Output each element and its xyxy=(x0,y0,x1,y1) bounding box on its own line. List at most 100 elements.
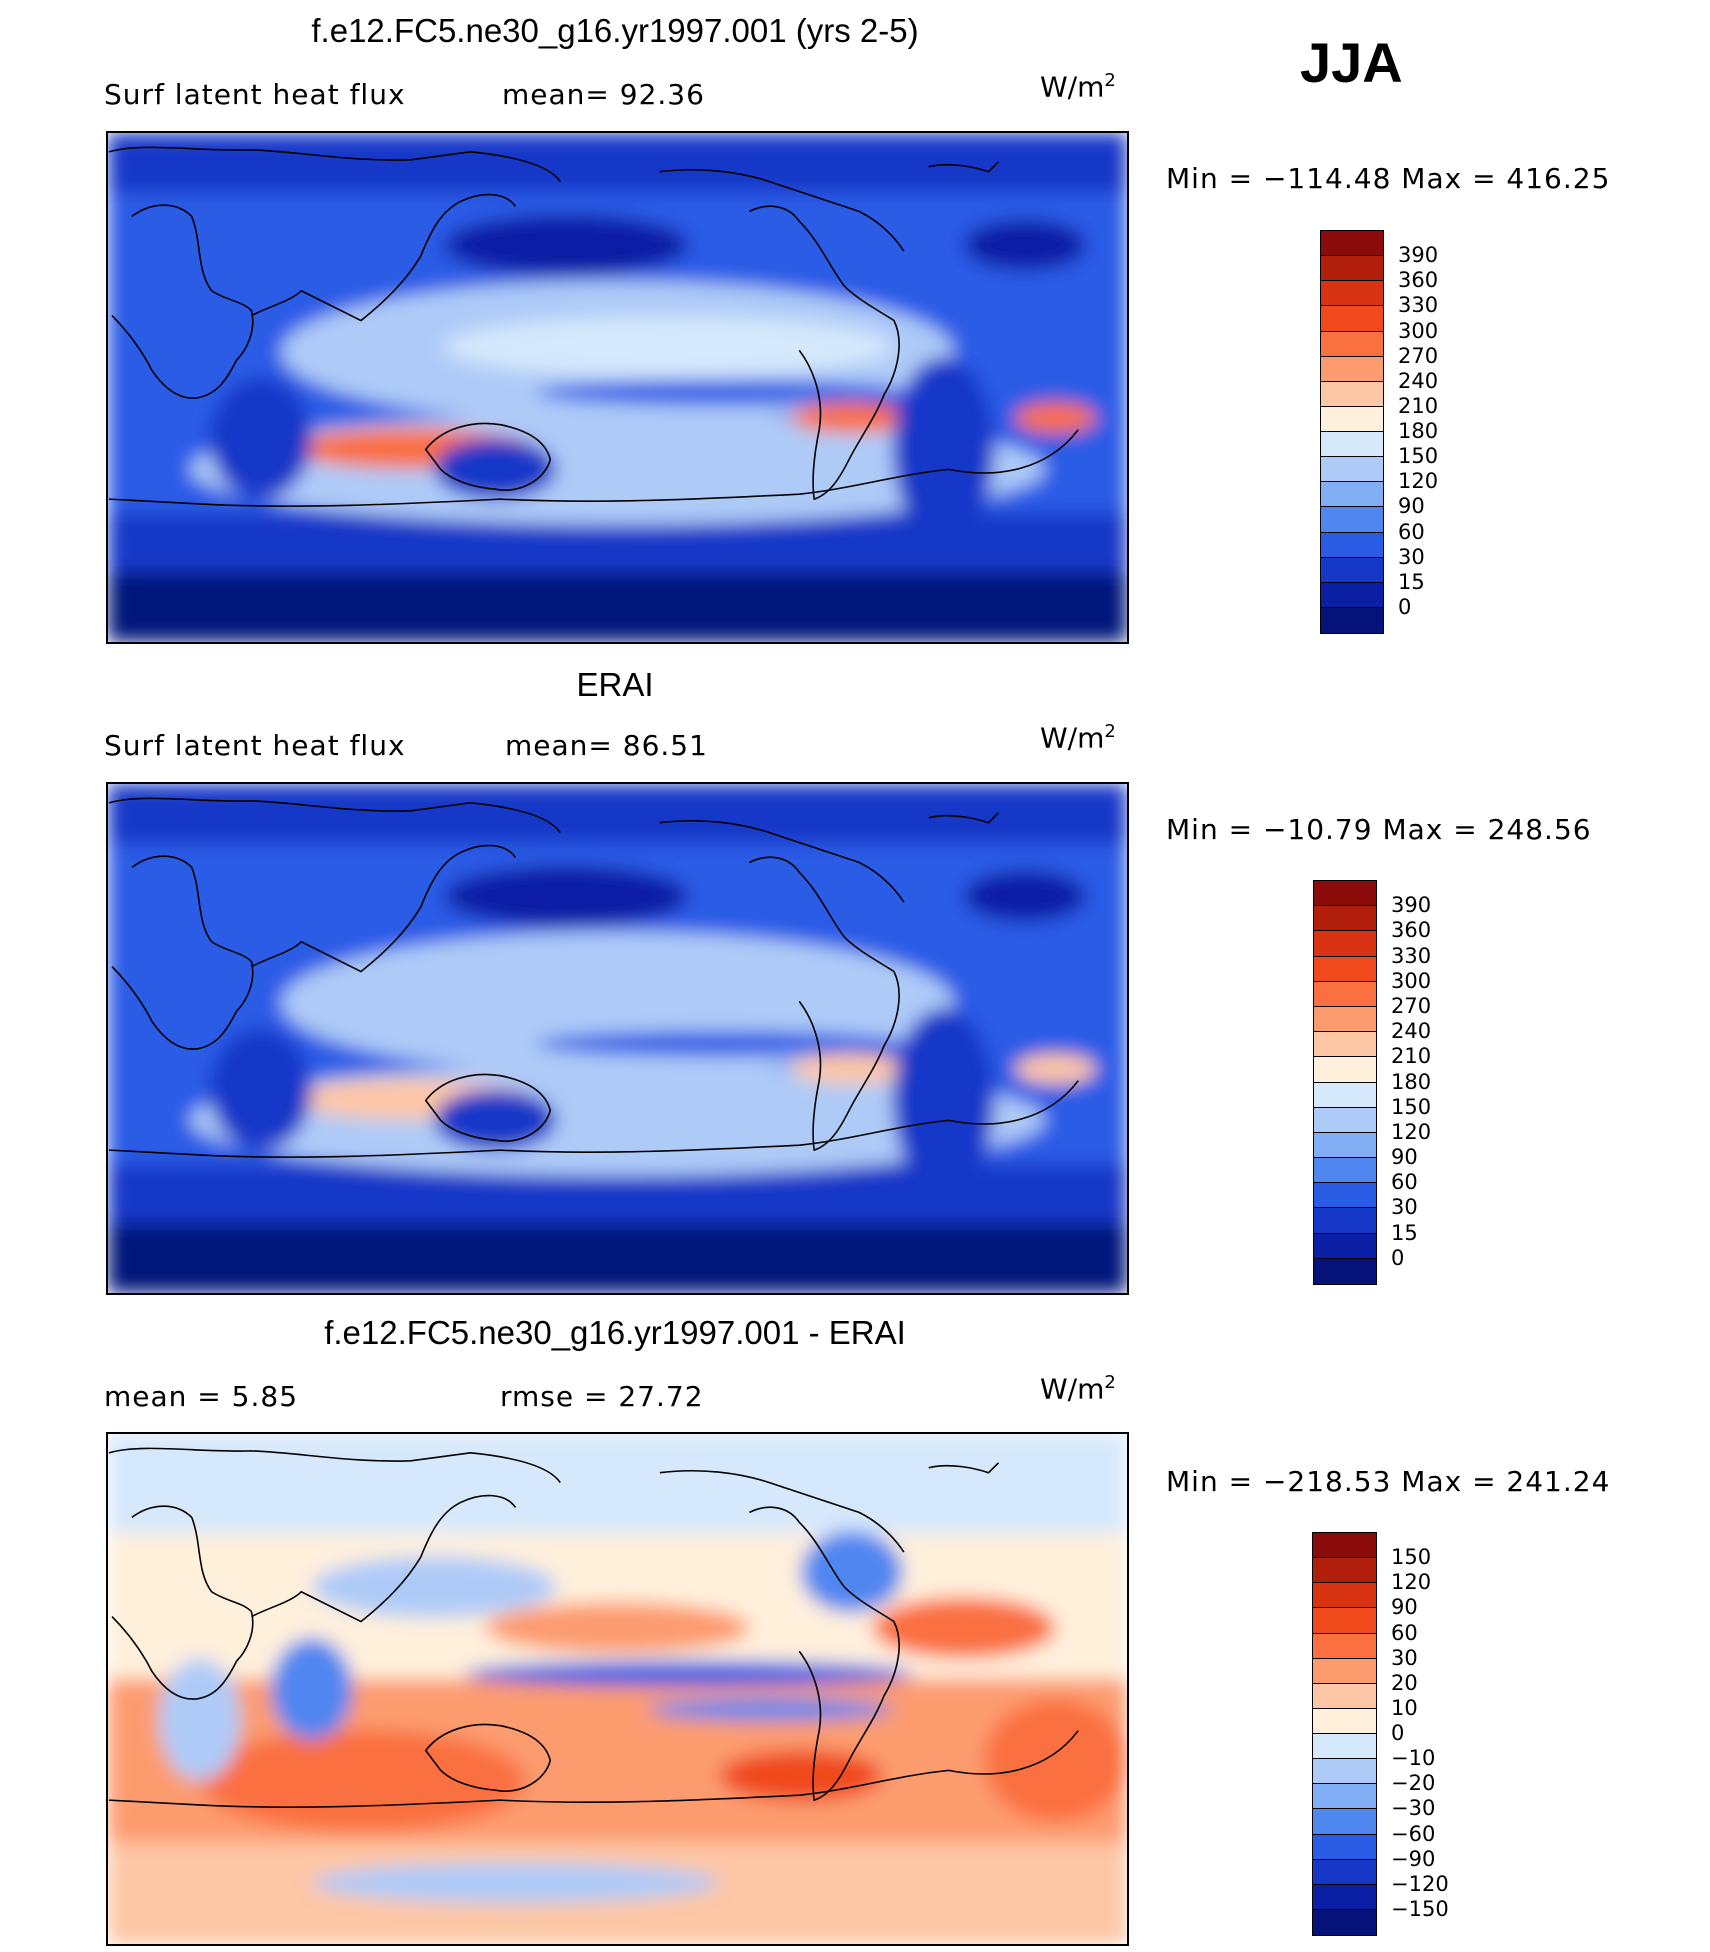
colorbar-tick-label: 240 xyxy=(1398,368,1439,393)
colorbar-swatch xyxy=(1314,1057,1376,1083)
colorbar-tick-label: 270 xyxy=(1391,993,1432,1018)
colorbar-swatch xyxy=(1321,356,1383,382)
colorbar-tick-label: 150 xyxy=(1398,444,1439,469)
panel-2-title: ERAI xyxy=(576,666,654,703)
colorbar-tick-label: 390 xyxy=(1398,243,1439,268)
colorbar-swatch xyxy=(1321,281,1383,307)
panel-1-units: W/m2 xyxy=(1040,70,1116,104)
panel-1-map xyxy=(106,131,1129,644)
colorbar-swatch xyxy=(1313,1633,1376,1659)
colorbar-tick-label: 210 xyxy=(1391,1044,1432,1069)
panel-3-units: W/m2 xyxy=(1040,1372,1116,1406)
panel-2-map xyxy=(106,782,1129,1295)
colorbar-swatch xyxy=(1313,1809,1376,1835)
colorbar-tick-label: 210 xyxy=(1398,393,1439,418)
panel-2-units: W/m2 xyxy=(1040,721,1116,755)
panel-1-colorbar xyxy=(1320,230,1384,634)
colorbar-swatch xyxy=(1313,1759,1376,1785)
colorbar-swatch xyxy=(1313,1558,1376,1584)
colorbar-swatch xyxy=(1314,1082,1376,1108)
colorbar-tick-label: 30 xyxy=(1391,1195,1418,1220)
colorbar-tick-label: −120 xyxy=(1391,1871,1449,1896)
colorbar-tick-label: 60 xyxy=(1391,1620,1418,1645)
colorbar-tick-label: 90 xyxy=(1391,1145,1418,1170)
colorbar-tick-label: 15 xyxy=(1391,1220,1418,1245)
colorbar-tick-label: 360 xyxy=(1398,268,1439,293)
colorbar-swatch xyxy=(1314,1006,1376,1033)
colorbar-swatch xyxy=(1313,1658,1376,1684)
colorbar-swatch xyxy=(1313,1784,1376,1810)
colorbar-tick-label: 240 xyxy=(1391,1019,1432,1044)
panel-1-mean-label: mean= 92.36 xyxy=(502,78,705,111)
panel-2-colorbar xyxy=(1313,880,1377,1285)
panel-2-variable-label: Surf latent heat flux xyxy=(104,729,406,762)
colorbar-tick-label: −90 xyxy=(1391,1846,1436,1871)
colorbar-swatch xyxy=(1314,1158,1376,1184)
colorbar-swatch xyxy=(1321,381,1383,407)
colorbar-swatch xyxy=(1321,256,1383,282)
colorbar-tick-label: −20 xyxy=(1391,1771,1436,1796)
colorbar-swatch xyxy=(1313,1884,1376,1910)
colorbar-swatch xyxy=(1321,331,1383,357)
colorbar-swatch xyxy=(1314,981,1376,1007)
panel-2-min-max: Min = −10.79 Max = 248.56 xyxy=(1166,813,1592,846)
colorbar-swatch xyxy=(1313,1909,1376,1935)
colorbar-swatch xyxy=(1321,457,1383,483)
colorbar-tick-label: 390 xyxy=(1391,893,1432,918)
colorbar-swatch xyxy=(1321,482,1383,508)
panel-3-map xyxy=(106,1432,1129,1946)
colorbar-tick-label: 0 xyxy=(1391,1245,1405,1270)
panel-2-mean-label: mean= 86.51 xyxy=(505,729,708,762)
colorbar-swatch xyxy=(1313,1608,1376,1634)
colorbar-swatch xyxy=(1321,231,1383,257)
colorbar-swatch xyxy=(1314,956,1376,982)
colorbar-tick-label: 90 xyxy=(1391,1595,1418,1620)
colorbar-swatch xyxy=(1314,1032,1376,1058)
panel-3-title: f.e12.FC5.ne30_g16.yr1997.001 - ERAI xyxy=(324,1314,906,1351)
colorbar-tick-label: 150 xyxy=(1391,1545,1432,1570)
colorbar-swatch xyxy=(1314,1183,1376,1209)
colorbar-swatch xyxy=(1321,607,1383,633)
colorbar-swatch xyxy=(1314,1107,1376,1133)
colorbar-swatch xyxy=(1321,406,1383,432)
panel-3-colorbar xyxy=(1312,1532,1377,1936)
colorbar-tick-label: 10 xyxy=(1391,1695,1418,1720)
colorbar-tick-label: 90 xyxy=(1398,494,1425,519)
panel-1-title: f.e12.FC5.ne30_g16.yr1997.001 (yrs 2-5) xyxy=(311,12,919,49)
colorbar-swatch xyxy=(1313,1708,1376,1734)
colorbar-swatch xyxy=(1314,1132,1376,1159)
colorbar-tick-label: 30 xyxy=(1398,544,1425,569)
colorbar-tick-label: 330 xyxy=(1398,293,1439,318)
colorbar-tick-label: 300 xyxy=(1391,968,1432,993)
colorbar-tick-label: −150 xyxy=(1391,1896,1449,1921)
colorbar-swatch xyxy=(1321,532,1383,558)
colorbar-swatch xyxy=(1314,906,1376,932)
colorbar-tick-label: 0 xyxy=(1391,1721,1405,1745)
colorbar-tick-label: 270 xyxy=(1398,343,1439,368)
panel-3-min-max: Min = −218.53 Max = 241.24 xyxy=(1166,1465,1611,1498)
colorbar-swatch xyxy=(1313,1859,1376,1885)
season-label: JJA xyxy=(1300,31,1403,94)
colorbar-tick-label: 0 xyxy=(1398,594,1412,619)
panel-3-rmse-label: rmse = 27.72 xyxy=(500,1380,704,1413)
colorbar-tick-label: −10 xyxy=(1391,1746,1436,1771)
colorbar-tick-label: 360 xyxy=(1391,918,1432,943)
colorbar-tick-label: 180 xyxy=(1398,419,1439,443)
panel-3-mean-label: mean = 5.85 xyxy=(104,1380,299,1413)
panel-1-min-max: Min = −114.48 Max = 416.25 xyxy=(1166,162,1611,195)
colorbar-swatch xyxy=(1313,1683,1376,1709)
colorbar-swatch xyxy=(1321,432,1383,458)
colorbar-tick-label: 120 xyxy=(1398,469,1439,494)
colorbar-swatch xyxy=(1314,1258,1376,1284)
colorbar-swatch xyxy=(1321,582,1383,608)
colorbar-swatch xyxy=(1321,306,1383,332)
colorbar-tick-label: 60 xyxy=(1398,519,1425,544)
colorbar-tick-label: 120 xyxy=(1391,1119,1432,1144)
colorbar-tick-label: 60 xyxy=(1391,1170,1418,1195)
colorbar-swatch xyxy=(1313,1533,1376,1559)
colorbar-swatch xyxy=(1314,1208,1376,1234)
colorbar-swatch xyxy=(1313,1834,1376,1860)
colorbar-swatch xyxy=(1313,1583,1376,1609)
colorbar-swatch xyxy=(1314,881,1376,907)
colorbar-tick-label: 330 xyxy=(1391,943,1432,968)
